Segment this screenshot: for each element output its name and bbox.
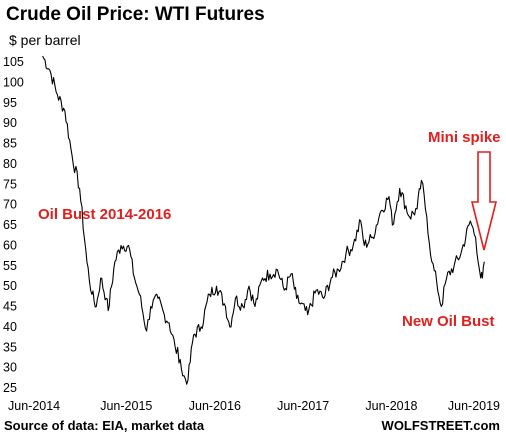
y-tick-label: 25: [3, 381, 17, 395]
y-tick-label: 50: [3, 279, 17, 293]
y-tick-label: 75: [3, 177, 17, 191]
x-tick-label: Jun-2016: [189, 399, 241, 410]
x-tick-label: Jun-2018: [365, 399, 417, 410]
x-tick-label: Jun-2017: [277, 399, 329, 410]
annotation-oil-bust-2014-2016: Oil Bust 2014-2016: [38, 206, 171, 223]
mini-spike-arrow-icon: [470, 151, 498, 251]
annotations: Oil Bust 2014-2016 Mini spike New Oil Bust: [38, 129, 501, 330]
x-tick-label: Jun-2015: [100, 399, 152, 410]
y-tick-label: 55: [3, 259, 17, 273]
x-tick-label: Jun-2019: [448, 399, 500, 410]
y-tick-label: 95: [3, 96, 17, 110]
y-tick-label: 35: [3, 340, 17, 354]
annotation-mini-spike: Mini spike: [428, 129, 501, 146]
y-tick-label: 90: [3, 116, 17, 130]
x-tick-label: Jun-2014: [8, 399, 60, 410]
x-axis: Jun-2014 Jun-2015 Jun-2016 Jun-2017 Jun-2018…: [8, 399, 500, 410]
annotation-new-oil-bust: New Oil Bust: [402, 313, 495, 330]
chart-canvas: 105 100 95 90 85 80 75 70 65 60 55 50 45 40 35 30 25 Jun…: [3, 55, 501, 410]
y-tick-label: 100: [3, 76, 24, 90]
y-tick-label: 60: [3, 238, 17, 252]
y-tick-label: 105: [3, 55, 24, 69]
y-tick-label: 40: [3, 320, 17, 334]
y-tick-label: 85: [3, 137, 17, 151]
brand-label: WOLFSTREET.com: [381, 418, 500, 433]
chart-title: Crude Oil Price: WTI Futures: [6, 4, 265, 25]
wti-price-line: [42, 55, 485, 385]
y-tick-label: 30: [3, 361, 17, 375]
y-tick-label: 65: [3, 218, 17, 232]
y-tick-label: 70: [3, 198, 17, 212]
y-axis-unit-label: $ per barrel: [9, 32, 81, 48]
source-note: Source of data: EIA, market data: [4, 418, 205, 433]
y-tick-label: 45: [3, 300, 17, 314]
series-group: [42, 55, 485, 385]
y-axis: 105 100 95 90 85 80 75 70 65 60 55 50 45 40 35 30 25: [3, 55, 24, 395]
y-tick-label: 80: [3, 157, 17, 171]
